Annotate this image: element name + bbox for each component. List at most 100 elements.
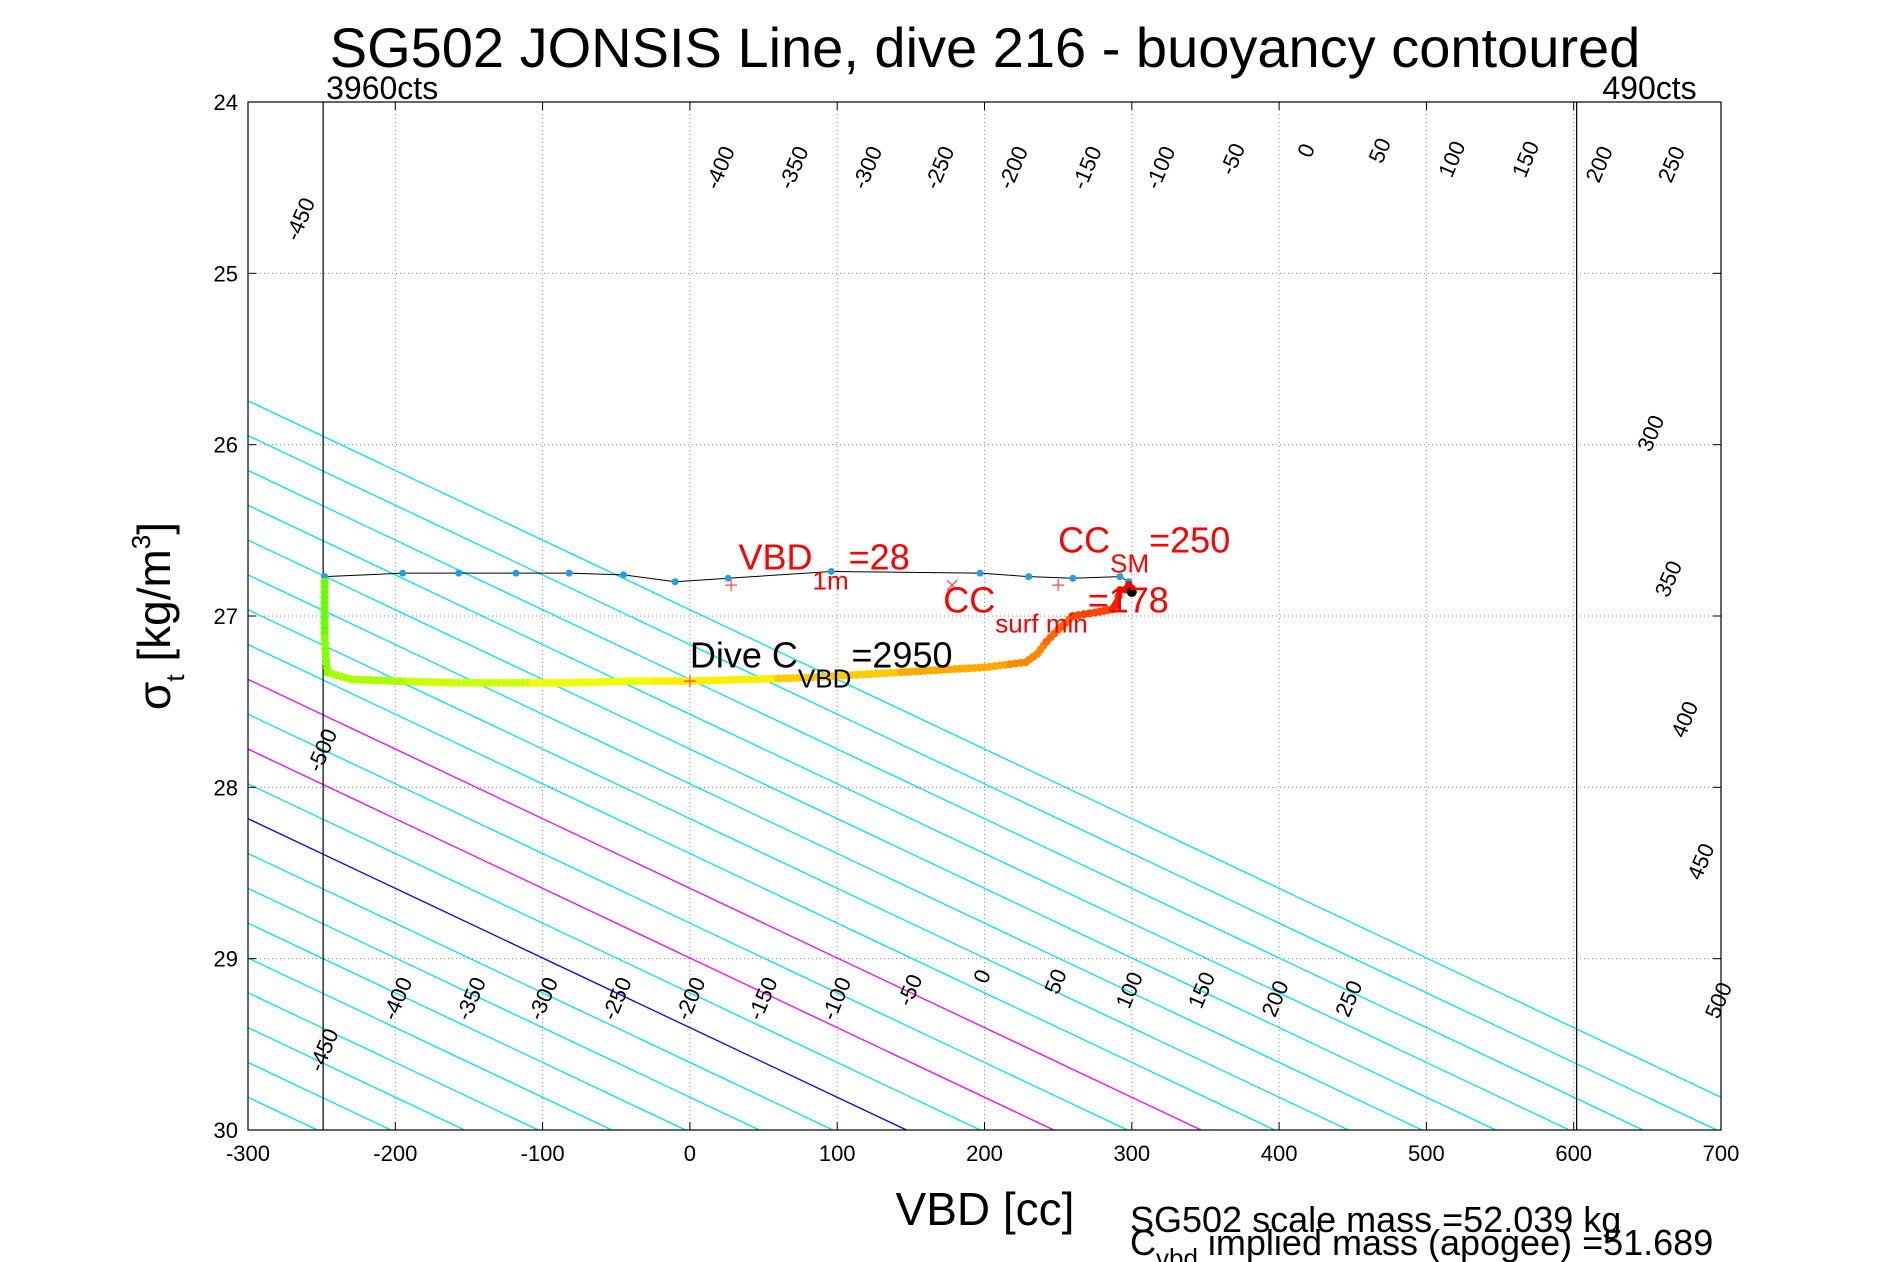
y-tick-label: 29	[214, 947, 238, 972]
contour-label: -400	[700, 142, 740, 192]
contour-line	[248, 504, 1570, 1130]
annotation-plus-marker	[1052, 579, 1065, 592]
y-tick-label: 27	[214, 604, 238, 629]
count-label: 490cts	[1602, 70, 1696, 106]
contour-label: -450	[280, 194, 320, 244]
contour-label: 400	[1666, 698, 1703, 742]
annotation-x-marker	[946, 579, 958, 591]
footer-implied-mass: Cvbd implied mass (apogee) =51.689	[1130, 1222, 1713, 1262]
contour-label: 0	[1292, 140, 1320, 161]
footer-vbd-sub: vbd	[1156, 1243, 1198, 1262]
annotation-plus-marker	[683, 675, 696, 688]
x-tick-label: 0	[684, 1141, 696, 1166]
contour-label: 250	[1330, 977, 1367, 1021]
x-tick-label: 300	[1113, 1141, 1150, 1166]
y-label-units: [kg/m	[128, 549, 180, 674]
contour-label: 150	[1507, 137, 1544, 181]
climb-point	[512, 569, 520, 577]
footer-c: C	[1130, 1222, 1156, 1262]
climb-path	[324, 570, 1130, 583]
annotation-text: CCsurf min=178	[943, 580, 1169, 639]
contour-label: -200	[993, 142, 1033, 192]
x-tick-label: -300	[226, 1141, 270, 1166]
y-label-sub: t	[160, 674, 190, 682]
contour-label: -50	[1215, 140, 1250, 179]
contour-label: 0	[968, 966, 996, 987]
contour-line	[248, 922, 686, 1130]
y-tick-label: 26	[214, 433, 238, 458]
contour-line	[248, 469, 1644, 1130]
climb-point	[724, 574, 732, 582]
y-label-close: ]	[128, 522, 180, 535]
apogee-marker	[1126, 587, 1137, 598]
contour-line	[248, 434, 1717, 1130]
climb-point	[1069, 574, 1077, 582]
count-lines: 3960cts 490cts	[322, 70, 1697, 1130]
contour-label: 500	[1700, 978, 1737, 1022]
contour-line	[248, 852, 834, 1130]
annotation-text: Dive CVBD=2950	[690, 634, 953, 693]
contour-label: -300	[523, 973, 563, 1023]
annotation-text: CCSM=250	[1058, 520, 1230, 579]
climb-point	[976, 569, 984, 577]
contour-line	[248, 817, 907, 1130]
annotation-plus-marker	[725, 579, 738, 592]
contour-line	[248, 609, 1349, 1130]
contour-label: -150	[1066, 142, 1106, 192]
contour-label: 200	[1256, 977, 1293, 1021]
count-label: 3960cts	[326, 70, 438, 106]
contour-label: -100	[1140, 142, 1180, 192]
contour-line	[0, 102, 244, 1130]
contour-line	[248, 992, 539, 1130]
contour-label: 50	[1039, 965, 1072, 997]
contour-label: 50	[1363, 134, 1396, 166]
y-axis-label: σt [kg/m3]	[126, 522, 190, 710]
dive-point	[1113, 598, 1122, 607]
contour-label: 450	[1682, 840, 1719, 884]
axis-ticks: -300 -200 -100 0 100 200 300 400 500 600 700242526…	[214, 90, 1740, 1166]
climb-point	[565, 569, 573, 577]
contour-label: 100	[1433, 137, 1470, 181]
dive-point	[1116, 586, 1125, 595]
climb-point	[671, 578, 679, 586]
x-tick-label: 500	[1408, 1141, 1445, 1166]
contour-line	[248, 783, 981, 1130]
contour-label: -250	[597, 973, 637, 1023]
contour-label: 300	[1632, 411, 1669, 455]
x-tick-label: 400	[1261, 1141, 1298, 1166]
climb-point	[455, 569, 463, 577]
annotation-text: VBD1m=28	[739, 537, 910, 596]
y-label-sup: 3	[126, 535, 156, 549]
contour-label: -500	[302, 725, 342, 775]
climb-point	[1116, 573, 1124, 581]
y-tick-label: 28	[214, 775, 238, 800]
x-tick-label: 600	[1555, 1141, 1592, 1166]
contour-label: -200	[670, 973, 710, 1023]
contour-label: -450	[303, 1025, 343, 1075]
contour-line	[248, 713, 1128, 1130]
y-tick-label: 25	[214, 261, 238, 286]
contour-line	[248, 539, 1496, 1130]
footer-scale-mass: SG502 scale mass =52.039 kg	[1130, 1199, 1621, 1240]
contour-line	[248, 887, 760, 1130]
x-tick-label: 700	[1703, 1141, 1740, 1166]
y-label-sigma: σ	[128, 682, 180, 710]
contour-label: 350	[1650, 557, 1687, 601]
climb-point	[827, 567, 835, 575]
contour-label: -50	[892, 970, 927, 1009]
contour-line	[248, 678, 1202, 1130]
x-axis-label: VBD [cc]	[896, 1183, 1075, 1235]
contour-label: -350	[773, 142, 813, 192]
contour-label: 200	[1581, 142, 1618, 186]
contour-label: 100	[1111, 968, 1148, 1012]
contour-label: -300	[847, 142, 887, 192]
climb-point	[1025, 573, 1033, 581]
x-tick-label: -200	[373, 1141, 417, 1166]
x-tick-label: -100	[521, 1141, 565, 1166]
contour-line	[248, 643, 1275, 1130]
contour-label: -400	[377, 973, 417, 1023]
contour-line	[248, 574, 1423, 1130]
y-tick-label: 24	[214, 90, 238, 115]
contour-line	[0, 102, 23, 1130]
